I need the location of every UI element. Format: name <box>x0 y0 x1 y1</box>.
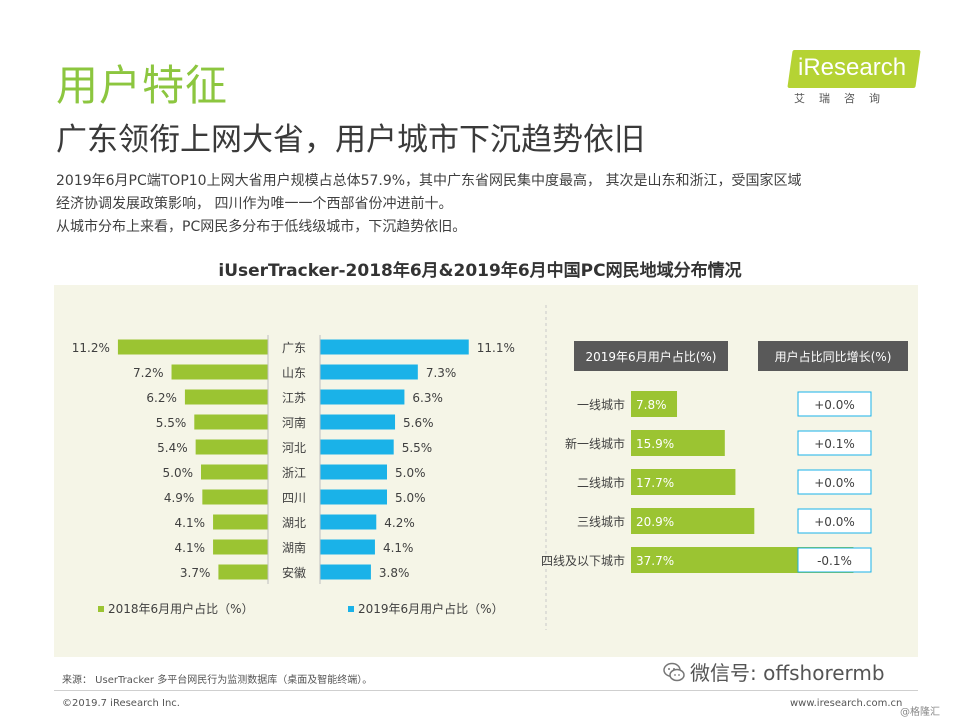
bar-2018-10 <box>218 564 268 580</box>
yoy-value-5: -0.1% <box>817 554 852 568</box>
tier-bar-2 <box>631 430 725 456</box>
yoy-box-3 <box>797 469 872 495</box>
legend-swatch-2019 <box>348 606 354 612</box>
value-label-2018-5: 5.4% <box>157 441 188 455</box>
tier-label-2: 新一线城市 <box>565 436 625 451</box>
wechat-id: 微信号: offshorermb <box>690 661 885 685</box>
province-label-6: 浙江 <box>282 466 306 480</box>
bar-2019-2 <box>320 364 418 380</box>
value-label-2018-7: 4.9% <box>164 491 195 505</box>
bar-2019-10 <box>320 564 371 580</box>
yoy-header-label: 用户占比同比增长(%) <box>775 349 892 364</box>
value-label-2018-6: 5.0% <box>163 466 194 480</box>
page-title: 用户特征 <box>56 61 229 110</box>
province-label-7: 四川 <box>282 491 306 505</box>
bar-2019-8 <box>320 514 377 530</box>
copyright-text: ©2019.7 iResearch Inc. <box>62 698 180 709</box>
tier-bar-3 <box>631 469 736 495</box>
yoy-box-4 <box>797 508 872 534</box>
value-label-2018-3: 6.2% <box>146 391 177 405</box>
province-label-3: 江苏 <box>282 391 306 405</box>
yoy-header-box <box>758 341 908 371</box>
summary-line-3: 从城市分布上来看，PC网民多分布于低线级城市，下沉趋势依旧。 <box>56 219 467 235</box>
tier-label-3: 二线城市 <box>577 475 625 490</box>
yoy-value-1: +0.0% <box>814 398 855 412</box>
logo-text: iResearch <box>798 54 907 81</box>
tier-bar-4 <box>631 508 755 534</box>
bar-2018-3 <box>184 389 268 405</box>
tier-value-label-3: 17.7% <box>636 476 674 490</box>
value-label-2019-3: 6.3% <box>412 391 443 405</box>
tier-label-5: 四线及以下城市 <box>541 553 625 568</box>
bar-2018-4 <box>194 414 268 430</box>
province-label-8: 湖北 <box>282 515 306 530</box>
province-label-10: 安徽 <box>282 565 306 580</box>
bar-2018-8 <box>213 514 268 530</box>
bar-2019-5 <box>320 439 394 455</box>
yoy-value-2: +0.1% <box>814 437 855 451</box>
tier-bar-1 <box>631 391 678 417</box>
summary-line-2: 经济协调发展政策影响， 四川作为唯一一个西部省份冲进前十。 <box>56 196 453 212</box>
legend-label-2019: 2019年6月用户占比（%） <box>358 601 504 616</box>
bar-2019-7 <box>320 489 387 505</box>
bar-2018-7 <box>202 489 268 505</box>
value-label-2019-1: 11.1% <box>477 341 515 355</box>
bar-2019-6 <box>320 464 387 480</box>
yoy-box-1 <box>797 391 872 417</box>
value-label-2018-4: 5.5% <box>156 416 187 430</box>
value-label-2019-10: 3.8% <box>379 566 410 580</box>
bar-2018-6 <box>201 464 268 480</box>
tier-value-label-1: 7.8% <box>636 398 667 412</box>
tier-value-label-2: 15.9% <box>636 437 674 451</box>
chart-area: 11.2% 广东 11.1% 7.2% 山东 7.3% 6.2% 江苏 6.3% 5.5% 河南 5.… <box>72 305 908 630</box>
watermark: @格隆汇 <box>900 707 940 718</box>
yoy-value-3: +0.0% <box>814 476 855 490</box>
yoy-box-2 <box>797 430 872 456</box>
yoy-value-4: +0.0% <box>814 515 855 529</box>
province-label-5: 河北 <box>282 441 306 455</box>
share-header-box <box>574 341 728 371</box>
bar-2018-9 <box>213 539 268 555</box>
value-label-2018-1: 11.2% <box>72 341 110 355</box>
bar-2019-4 <box>320 414 396 430</box>
iresearch-logo: iResearch 艾瑞咨询 <box>787 50 921 106</box>
province-label-1: 广东 <box>282 341 306 355</box>
bar-2019-3 <box>320 389 405 405</box>
value-label-2019-8: 4.2% <box>384 516 415 530</box>
bar-2019-1 <box>320 339 469 355</box>
legend-swatch-2018 <box>98 606 104 612</box>
tier-value-label-5: 37.7% <box>636 554 674 568</box>
bar-2018-5 <box>195 439 268 455</box>
footer-divider <box>54 690 918 691</box>
bar-2018-2 <box>171 364 268 380</box>
value-label-2019-7: 5.0% <box>395 491 426 505</box>
value-label-2018-2: 7.2% <box>133 366 164 380</box>
tier-value-label-4: 20.9% <box>636 515 674 529</box>
yoy-box-5 <box>797 547 872 573</box>
province-label-9: 湖南 <box>282 540 306 555</box>
value-label-2019-4: 5.6% <box>403 416 434 430</box>
value-label-2018-10: 3.7% <box>180 566 211 580</box>
value-label-2019-9: 4.1% <box>383 541 414 555</box>
value-label-2019-2: 7.3% <box>426 366 457 380</box>
page-subtitle: 广东领衔上网大省，用户城市下沉趋势依旧 <box>56 122 645 158</box>
summary-line-1: 2019年6月PC端TOP10上网大省用户规模占总体57.9%，其中广东省网民集… <box>56 173 802 189</box>
logo-subtext: 艾瑞咨询 <box>794 92 894 105</box>
bar-2019-9 <box>320 539 375 555</box>
value-label-2018-8: 4.1% <box>175 516 206 530</box>
value-label-2019-6: 5.0% <box>395 466 426 480</box>
value-label-2019-5: 5.5% <box>402 441 433 455</box>
legend-label-2018: 2018年6月用户占比（%） <box>108 601 254 616</box>
province-label-2: 山东 <box>282 366 306 380</box>
source-note: 来源： UserTracker 多平台网民行为监测数据库（桌面及智能终端）。 <box>62 675 373 686</box>
share-header-label: 2019年6月用户占比(%) <box>586 349 717 364</box>
chart-title: iUserTracker-2018年6月&2019年6月中国PC网民地域分布情况 <box>218 261 742 281</box>
province-label-4: 河南 <box>282 415 306 430</box>
tier-label-4: 三线城市 <box>577 514 625 529</box>
value-label-2018-9: 4.1% <box>175 541 206 555</box>
wechat-icon <box>663 662 685 682</box>
tier-label-1: 一线城市 <box>577 397 625 412</box>
bar-2018-1 <box>117 339 268 355</box>
website-text: www.iresearch.com.cn <box>790 698 903 709</box>
